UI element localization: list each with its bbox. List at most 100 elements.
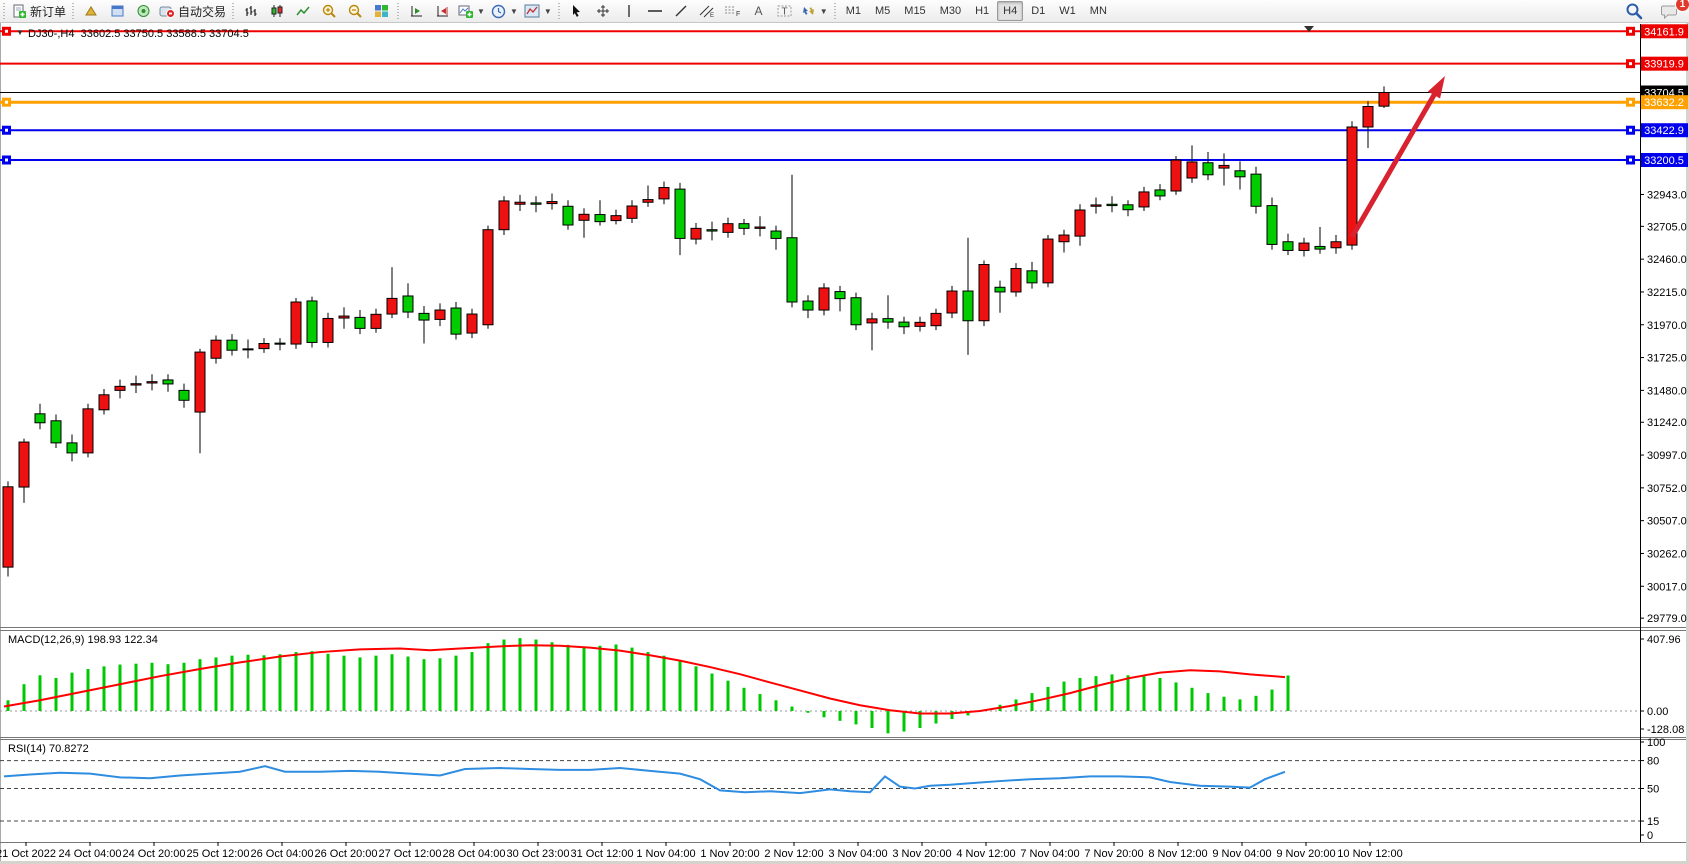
candle-body (274, 342, 286, 345)
data-window-button[interactable] (104, 0, 130, 22)
notification-badge: 1 (1675, 0, 1689, 12)
timeframe-m1[interactable]: M1 (845, 5, 861, 17)
new-order-icon (13, 4, 26, 18)
auto-scroll-button[interactable] (403, 0, 429, 22)
candle-body (226, 339, 238, 351)
time-tick-label: 26 Oct 04:00 (251, 848, 314, 860)
line-chart-icon (296, 6, 310, 16)
one-click-trading-arrow[interactable]: ▼ (16, 28, 24, 37)
candle-body (658, 187, 670, 200)
chart-title: DJ30-,H4 33602.5 33750.5 33588.5 33704.5 (28, 28, 249, 40)
arrows-icon (802, 7, 814, 15)
candle-body (562, 205, 574, 226)
candlestick-chart-button[interactable] (264, 0, 290, 22)
price-tick-label: 31242.0 (1647, 417, 1687, 429)
candle-body (482, 229, 494, 326)
macd-tick-label: 407.96 (1647, 634, 1681, 646)
candle-body (146, 381, 158, 384)
timeframe-m5[interactable]: M5 (875, 5, 891, 17)
new-chart-button[interactable]: ▼ (455, 0, 488, 22)
candle-body (626, 205, 638, 219)
time-tick-label: 10 Nov 12:00 (1337, 848, 1402, 860)
candle-body (418, 312, 430, 321)
zoom-in-button[interactable] (316, 0, 342, 22)
timeframe-m15[interactable]: M15 (904, 5, 926, 17)
candle-body (1234, 170, 1246, 178)
timeframe-h1[interactable]: H1 (975, 5, 990, 17)
toolbar-grip[interactable] (2, 3, 7, 19)
toolbar-grip[interactable] (71, 3, 77, 19)
new-order-button[interactable]: 新订单 (9, 0, 69, 22)
price-badge (1641, 153, 1688, 167)
time-tick-label: 7 Nov 20:00 (1084, 848, 1143, 860)
rsi-tick-label: 15 (1647, 816, 1659, 828)
templates-button[interactable]: ▼ (521, 0, 555, 22)
price-badge-label: 33632.2 (1644, 97, 1684, 109)
timeframe-h4[interactable]: H4 (997, 1, 1024, 21)
candle-body (1330, 241, 1342, 249)
market-watch-icon (84, 6, 97, 16)
candle-body (754, 226, 766, 229)
text-label-tool-button[interactable]: T (772, 0, 798, 22)
candle-body (1074, 209, 1086, 237)
candle-body (1298, 242, 1310, 251)
chart-shift-marker[interactable] (1304, 26, 1314, 32)
toolbar-grip[interactable] (396, 3, 402, 19)
time-tick-label: 9 Nov 04:00 (1212, 848, 1271, 860)
candle-body (834, 291, 846, 300)
equidistant-channel-tool-button[interactable]: E (694, 0, 720, 22)
time-tick-label: 1 Nov 20:00 (700, 848, 759, 860)
chart-shift-button[interactable] (429, 0, 455, 22)
timeframe-group: M1 M5 M15 M30 H1 H4 D1 W1 MN (840, 1, 1113, 21)
timeframe-m30[interactable]: M30 (939, 5, 962, 17)
chart-symbol-period: DJ30-,H4 (28, 28, 75, 40)
price-tick-label: 30997.0 (1647, 450, 1687, 462)
time-tick-label: 9 Nov 20:00 (1276, 848, 1335, 860)
timeframe-w1[interactable]: W1 (1059, 5, 1076, 17)
candle-body (18, 441, 30, 488)
candle-body (962, 290, 974, 322)
bar-chart-button[interactable] (238, 0, 264, 22)
text-tool-button[interactable]: A (746, 0, 772, 22)
notifications-button[interactable]: 1 (1657, 0, 1689, 22)
timeframe-mn[interactable]: MN (1089, 5, 1107, 17)
trend-arrow-annotation[interactable] (1349, 88, 1440, 239)
candle-body (1186, 161, 1198, 179)
time-tick-label: 8 Nov 12:00 (1148, 848, 1207, 860)
templates-icon (524, 4, 540, 18)
candle-body (738, 223, 750, 229)
tile-windows-button[interactable] (368, 0, 394, 22)
fibonacci-tool-button[interactable]: F (720, 0, 746, 22)
toolbar-grip[interactable] (231, 3, 237, 19)
market-watch-button[interactable] (78, 0, 104, 22)
auto-trading-button[interactable]: 自动交易 (156, 0, 229, 22)
line-chart-button[interactable] (290, 0, 316, 22)
timeframe-d1[interactable]: D1 (1031, 5, 1046, 17)
crosshair-tool-button[interactable] (590, 0, 616, 22)
cursor-tool-button[interactable] (564, 0, 590, 22)
vertical-line-tool-button[interactable] (616, 0, 642, 22)
text-label-icon: T (777, 5, 792, 18)
chart-shift-icon (436, 6, 448, 17)
arrows-tool-button[interactable]: ▼ (798, 0, 831, 22)
candle-body (178, 389, 190, 401)
dropdown-caret: ▼ (543, 6, 552, 16)
dropdown-caret: ▼ (509, 6, 518, 16)
horizontal-line-tool-button[interactable] (642, 0, 668, 22)
price-badge (1641, 56, 1688, 71)
trendline-tool-button[interactable] (668, 0, 694, 22)
toolbar-grip[interactable] (832, 3, 838, 19)
dropdown-caret: ▼ (819, 6, 828, 16)
navigator-button[interactable] (130, 0, 156, 22)
candle-body (706, 229, 718, 232)
trend-arrow-head[interactable] (1427, 76, 1445, 99)
zoom-out-button[interactable] (342, 0, 368, 22)
toolbar-grip[interactable] (556, 3, 562, 19)
time-tick-label: 3 Nov 04:00 (828, 848, 887, 860)
macd-tick-label: -128.08 (1647, 724, 1684, 736)
macd-indicator-label: MACD(12,26,9) 198.93 122.34 (8, 634, 158, 646)
search-button[interactable] (1621, 0, 1647, 22)
periods-button[interactable]: ▼ (488, 0, 521, 22)
candle-body (114, 385, 126, 391)
